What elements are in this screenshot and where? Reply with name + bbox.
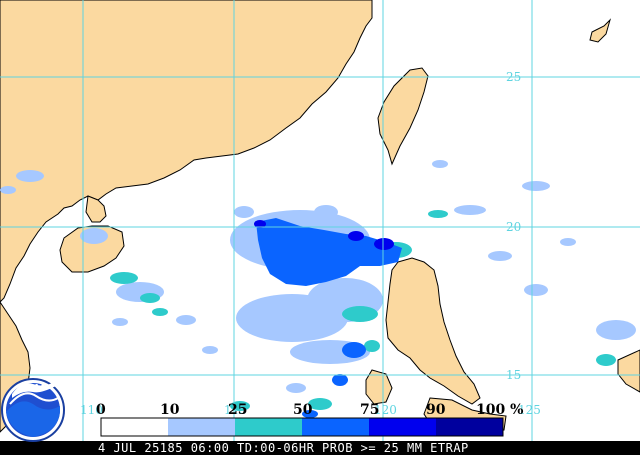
land-mainland xyxy=(0,0,373,303)
legend-color-bar xyxy=(100,417,504,437)
lon-label: 120 xyxy=(374,403,397,417)
lon-label: 110 xyxy=(80,403,103,417)
noaa-logo-text: NOAA xyxy=(20,383,46,392)
land-leizhou xyxy=(85,195,107,223)
lon-label: 115 xyxy=(224,403,247,417)
longitude-labels: 110 115 120 125 xyxy=(80,403,541,417)
lat-label: 15 xyxy=(506,368,521,382)
noaa-logo: NOAA xyxy=(1,378,65,442)
legend-labels: 0 10 25 50 75 90 100 % xyxy=(96,402,523,418)
latitude-labels: 25 20 15 xyxy=(506,70,521,382)
land-mindoro xyxy=(365,369,393,405)
prob-75-90-areas xyxy=(254,220,394,250)
prob-50-75-areas xyxy=(256,218,402,418)
legend-label: 50 xyxy=(293,402,313,418)
land-hainan xyxy=(59,225,125,273)
legend-border xyxy=(100,417,504,437)
legend-label: 100 % xyxy=(476,402,523,418)
land-islet xyxy=(617,349,640,393)
legend-label: 0 xyxy=(96,402,106,418)
legend-label: 25 xyxy=(228,402,247,418)
legend-swatch xyxy=(235,418,302,436)
land-luzon xyxy=(385,257,481,405)
footer-caption: 4 JUL 25185 06:00 TD:00-06HR PROB >= 25 … xyxy=(98,441,469,455)
footer-bar xyxy=(0,441,640,455)
legend-swatch xyxy=(101,418,168,436)
lon-label: 125 xyxy=(518,403,541,417)
legend-label: 90 xyxy=(426,402,446,418)
legend-swatch xyxy=(302,418,369,436)
legend-swatch xyxy=(168,418,235,436)
lat-label: 20 xyxy=(506,220,521,234)
legend-swatch xyxy=(436,418,503,436)
lat-label: 25 xyxy=(506,70,521,84)
legend-swatch xyxy=(369,418,436,436)
land-islet xyxy=(589,18,612,43)
legend-label: 10 xyxy=(160,402,180,418)
legend-label: 75 xyxy=(360,402,379,418)
